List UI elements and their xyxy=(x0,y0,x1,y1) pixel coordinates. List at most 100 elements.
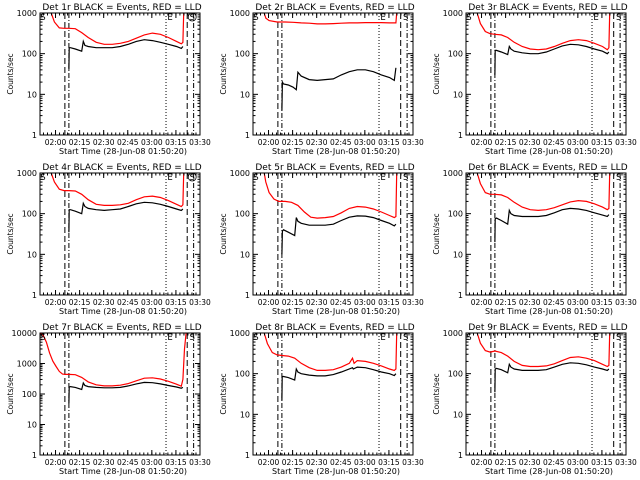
xtick-label: 03:15 xyxy=(165,298,187,307)
chart-panel: Det 4r BLACK = Events, RED = LLD 1 10 100 10… xyxy=(6,163,211,316)
chart-title: Det 9r BLACK = Events, RED = LLD xyxy=(468,323,627,333)
xtick-label: 02:00 xyxy=(45,138,67,147)
xtick-label: 03:15 xyxy=(591,298,613,307)
plot-frame xyxy=(39,172,201,296)
xtick-label: 02:15 xyxy=(69,138,91,147)
series-events xyxy=(494,207,610,243)
xtick-label: 02:00 xyxy=(258,458,280,467)
marker-e: E xyxy=(167,173,172,183)
xtick-label: 02:45 xyxy=(330,458,352,467)
y-axis-label: Counts/sec xyxy=(219,53,228,94)
xtick-label: 03:00 xyxy=(354,138,376,147)
marker-s: S xyxy=(403,13,408,23)
marker-e: E xyxy=(167,333,172,343)
x-axis-label: Start Time (28-Jun-08 01:50:20) xyxy=(485,147,613,156)
marker-s: S xyxy=(403,333,408,343)
xtick-label: 02:30 xyxy=(93,458,115,467)
chart-title: Det 4r BLACK = Events, RED = LLD xyxy=(42,163,201,173)
marker-s: S xyxy=(253,333,258,343)
series-lld xyxy=(476,12,611,51)
xtick-label: 02:15 xyxy=(495,138,517,147)
xtick-label: 02:45 xyxy=(543,298,565,307)
ytick-label: 100 xyxy=(22,210,37,219)
xtick-label: 02:15 xyxy=(69,298,91,307)
chart-title: Det 1r BLACK = Events, RED = LLD xyxy=(42,3,201,13)
marker-s: S xyxy=(40,13,45,23)
marker-s: S xyxy=(40,173,45,183)
series-lld xyxy=(476,172,611,212)
marker-e: E xyxy=(593,173,598,183)
ytick-label: 1000 xyxy=(230,169,250,178)
y-axis-label: Counts/sec xyxy=(6,373,15,414)
xtick-label: 02:30 xyxy=(519,298,541,307)
x-axis-label: Start Time (28-Jun-08 01:50:20) xyxy=(272,467,400,476)
x-axis-label: Start Time (28-Jun-08 01:50:20) xyxy=(485,307,613,316)
xtick-label: 02:30 xyxy=(519,458,541,467)
ytick-label: 1 xyxy=(458,451,463,460)
marker-e: E xyxy=(167,13,172,23)
ytick-label: 1 xyxy=(458,131,463,140)
xtick-label: 03:15 xyxy=(378,138,400,147)
ytick-label: 100 xyxy=(448,50,463,59)
xtick-label: 02:00 xyxy=(471,298,493,307)
series-events xyxy=(494,362,610,393)
xtick-label: 03:15 xyxy=(591,138,613,147)
xtick-label: 02:45 xyxy=(117,138,139,147)
xtick-label: 03:00 xyxy=(567,298,589,307)
chart-panel: Det 6r BLACK = Events, RED = LLD 1 10 100 10… xyxy=(432,163,637,316)
ytick-label: 1000 xyxy=(230,9,250,18)
marker-e: E xyxy=(380,173,385,183)
xtick-label: 02:30 xyxy=(93,138,115,147)
xtick-label: 03:30 xyxy=(402,138,424,147)
xtick-label: 03:30 xyxy=(402,298,424,307)
xtick-label: 03:15 xyxy=(591,458,613,467)
chart-title: Det 5r BLACK = Events, RED = LLD xyxy=(255,163,414,173)
xtick-label: 03:30 xyxy=(189,458,211,467)
marker-s: S xyxy=(466,13,471,23)
series-lld xyxy=(39,332,187,388)
chart-panel: Det 7r BLACK = Events, RED = LLD 1 10 100 10… xyxy=(6,323,211,476)
chart-panel: Det 2r BLACK = Events, RED = LLD 1 10 100 10… xyxy=(219,3,424,156)
ytick-label: 10 xyxy=(240,410,250,419)
y-axis-label: Counts/sec xyxy=(6,213,15,254)
xtick-label: 03:15 xyxy=(378,458,400,467)
xtick-label: 02:45 xyxy=(330,138,352,147)
plot-frame xyxy=(465,12,627,136)
ytick-label: 100 xyxy=(22,50,37,59)
chart-panel: Det 1r BLACK = Events, RED = LLD 1 10 100 10… xyxy=(6,3,211,156)
xtick-label: 02:15 xyxy=(282,298,304,307)
ytick-label: 10 xyxy=(27,90,37,99)
ytick-label: 100 xyxy=(235,210,250,219)
ytick-label: 10 xyxy=(240,250,250,259)
xtick-label: 02:15 xyxy=(282,458,304,467)
x-axis-label: Start Time (28-Jun-08 01:50:20) xyxy=(485,467,613,476)
ytick-label: 1 xyxy=(245,131,250,140)
y-axis-label: Counts/sec xyxy=(219,213,228,254)
xtick-label: 03:00 xyxy=(141,138,163,147)
marker-s: S xyxy=(616,13,621,23)
xtick-label: 02:15 xyxy=(69,458,91,467)
marker-e: E xyxy=(380,333,385,343)
ytick-label: 100 xyxy=(235,370,250,379)
xtick-label: 02:45 xyxy=(330,298,352,307)
plot-frame xyxy=(39,332,201,456)
xtick-label: 03:00 xyxy=(354,458,376,467)
series-events xyxy=(68,381,184,404)
xtick-label: 03:30 xyxy=(615,458,637,467)
marker-circle xyxy=(187,12,197,22)
ytick-label: 1000 xyxy=(230,329,250,338)
marker-e: E xyxy=(593,333,598,343)
plot-frame xyxy=(252,172,414,296)
y-axis-label: Counts/sec xyxy=(432,213,441,254)
plot-frame xyxy=(252,12,414,136)
series-events xyxy=(281,215,397,255)
ytick-label: 10 xyxy=(453,410,463,419)
plot-frame xyxy=(252,332,414,456)
chart-title: Det 3r BLACK = Events, RED = LLD xyxy=(468,3,627,13)
marker-s: S xyxy=(616,333,621,343)
xtick-label: 02:30 xyxy=(519,138,541,147)
chart-panel: Det 5r BLACK = Events, RED = LLD 1 10 100 10… xyxy=(219,163,424,316)
chart-title: Det 6r BLACK = Events, RED = LLD xyxy=(468,163,627,173)
chart-title: Det 8r BLACK = Events, RED = LLD xyxy=(255,323,414,333)
chart-panel: Det 8r BLACK = Events, RED = LLD 1 10 100 10… xyxy=(219,323,424,476)
